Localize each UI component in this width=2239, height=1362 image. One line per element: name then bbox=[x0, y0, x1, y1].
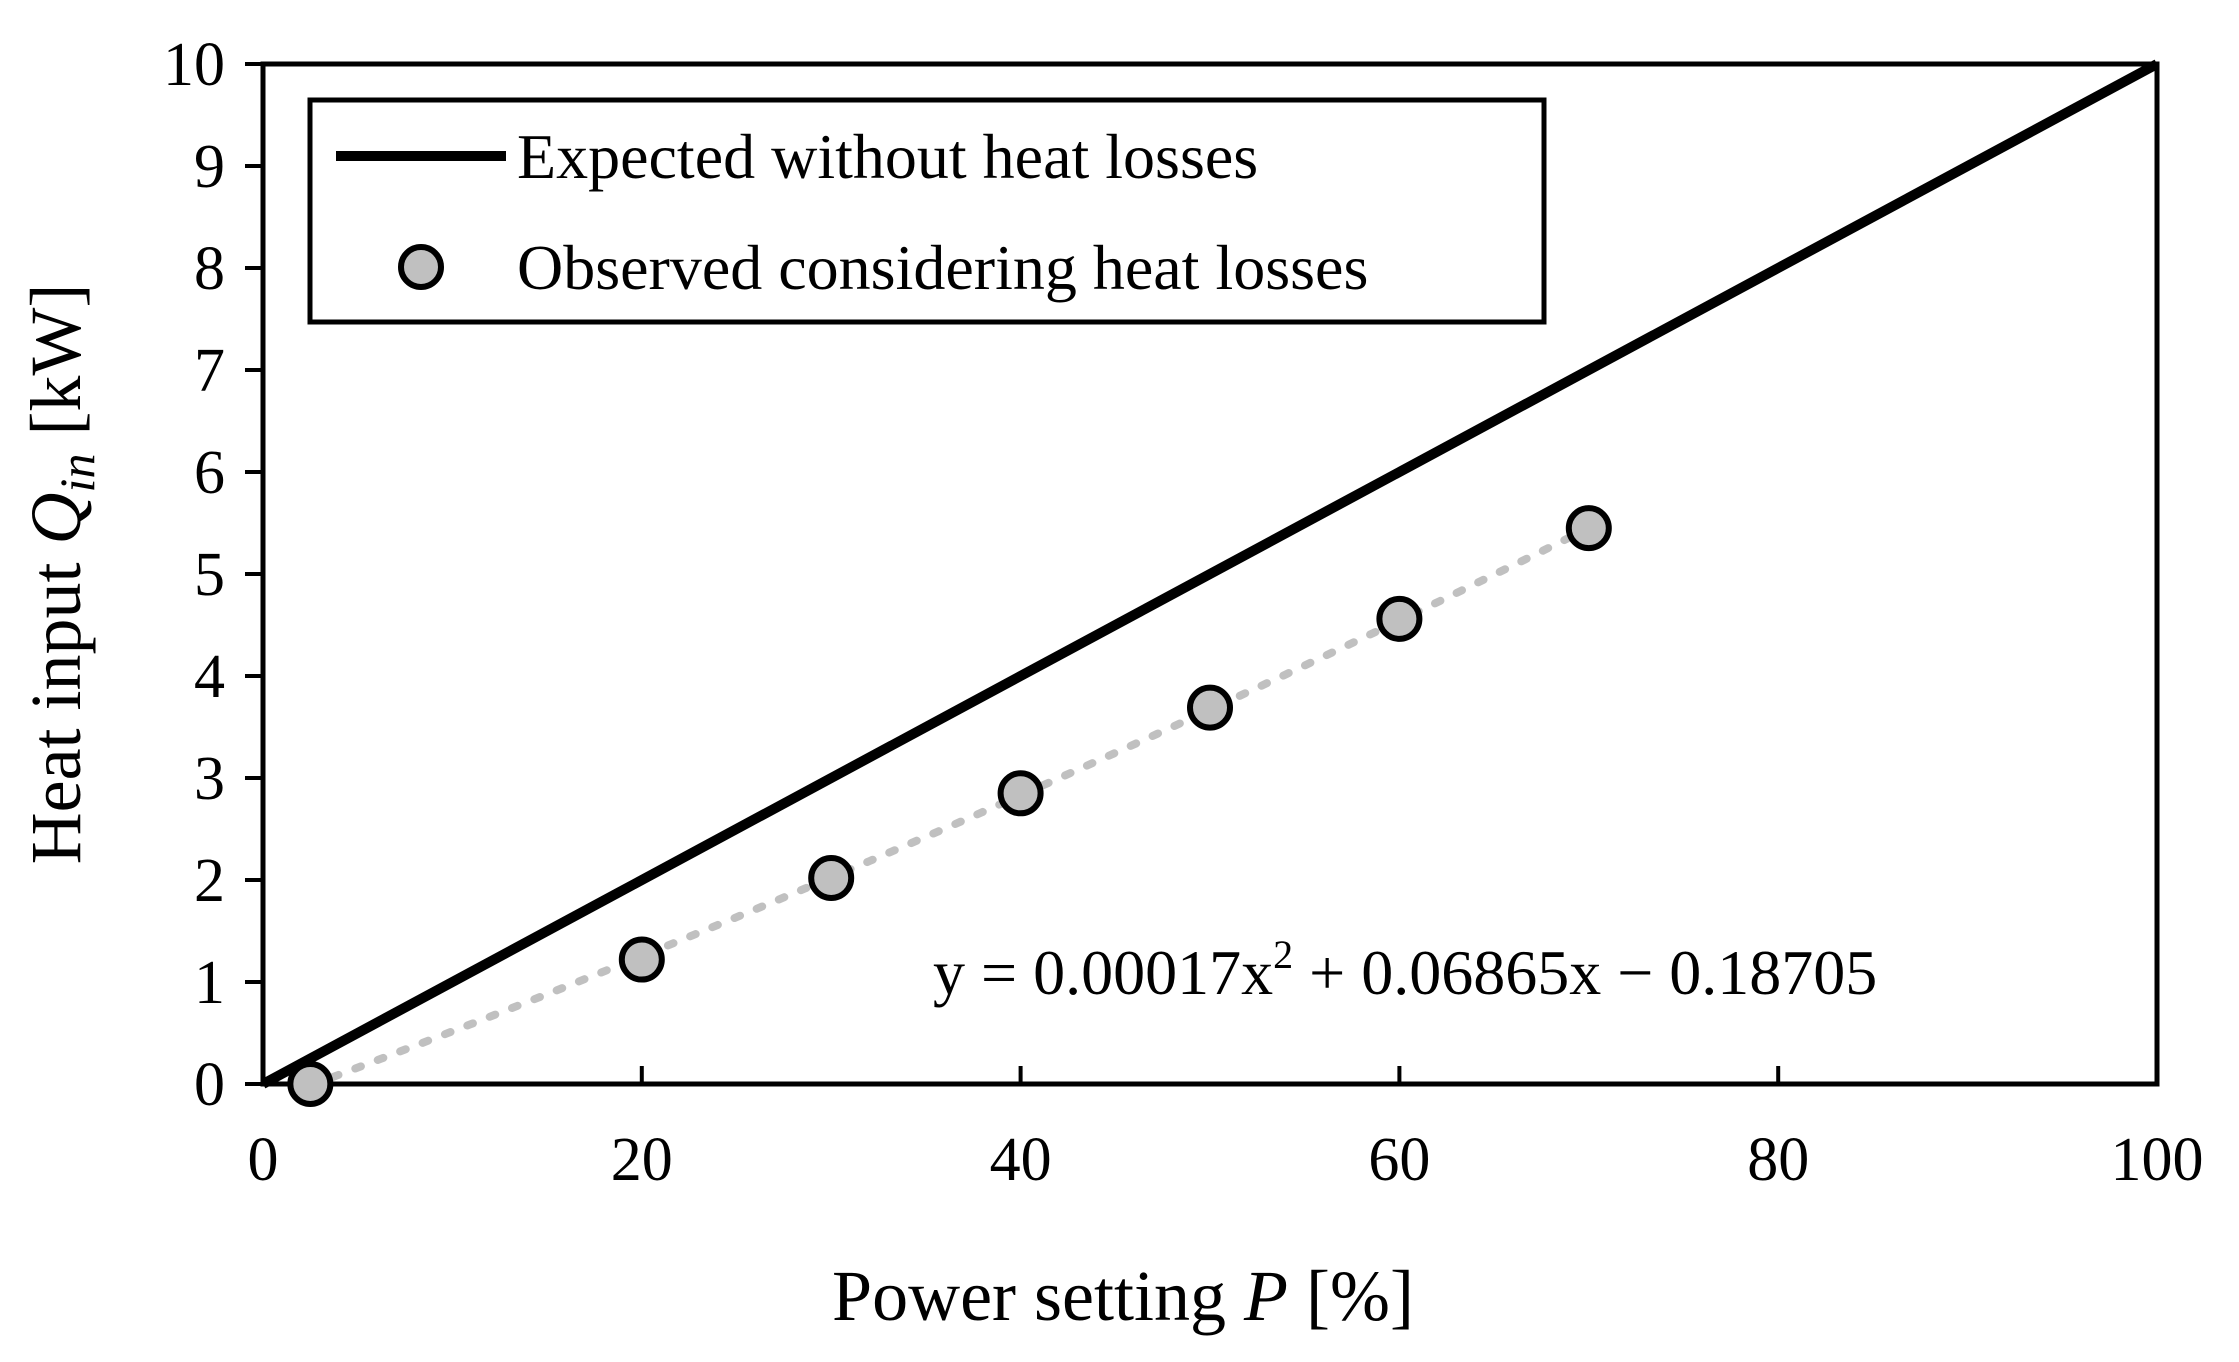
y-tick-label: 7 bbox=[194, 337, 225, 405]
x-tick-label: 0 bbox=[248, 1126, 279, 1194]
legend-label-observed: Observed considering heat losses bbox=[517, 232, 1368, 303]
legend-box bbox=[307, 97, 1547, 325]
y-tick-label: 5 bbox=[194, 541, 225, 609]
legend-marker-swatch bbox=[398, 244, 444, 290]
data-point bbox=[1187, 684, 1233, 731]
data-point bbox=[808, 854, 855, 901]
x-tick-label: 100 bbox=[2111, 1126, 2204, 1194]
x-tick-label: 20 bbox=[611, 1126, 673, 1194]
x-axis-title: Power setting P [%] bbox=[832, 1256, 1414, 1336]
series-line-expected bbox=[260, 59, 2160, 1089]
y-axis-title: Heat input Qin [kW] bbox=[16, 284, 105, 865]
y-tick-label: 1 bbox=[194, 949, 225, 1017]
y-tick-label: 9 bbox=[194, 133, 225, 201]
y-axis: 0 1 2 3 4 5 6 7 8 9 10 bbox=[163, 31, 263, 1119]
legend-label-expected: Expected without heat losses bbox=[517, 121, 1258, 192]
y-tick-label: 2 bbox=[194, 847, 225, 915]
data-point bbox=[618, 936, 665, 983]
data-point bbox=[287, 1061, 334, 1107]
trendline bbox=[306, 524, 1593, 1090]
trendline-equation: y = 0.00017x2 + 0.06865x − 0.18705 bbox=[933, 932, 1877, 1008]
x-tick-label: 40 bbox=[990, 1126, 1052, 1194]
data-point bbox=[1376, 595, 1423, 642]
y-tick-label: 6 bbox=[194, 439, 225, 507]
y-tick-label: 0 bbox=[194, 1051, 225, 1119]
x-tick-label: 80 bbox=[1747, 1126, 1809, 1194]
series-observed bbox=[287, 505, 1612, 1107]
x-tick-label: 60 bbox=[1368, 1126, 1430, 1194]
data-point bbox=[1565, 505, 1612, 552]
y-tick-label: 8 bbox=[194, 235, 225, 303]
y-tick-label: 3 bbox=[194, 745, 225, 813]
y-tick-label: 4 bbox=[194, 643, 225, 711]
x-axis: 0 20 40 60 80 100 bbox=[248, 1066, 2204, 1194]
data-point bbox=[997, 770, 1044, 817]
legend: Expected without heat losses Observed co… bbox=[307, 97, 1547, 325]
y-tick-label: 10 bbox=[163, 31, 225, 99]
